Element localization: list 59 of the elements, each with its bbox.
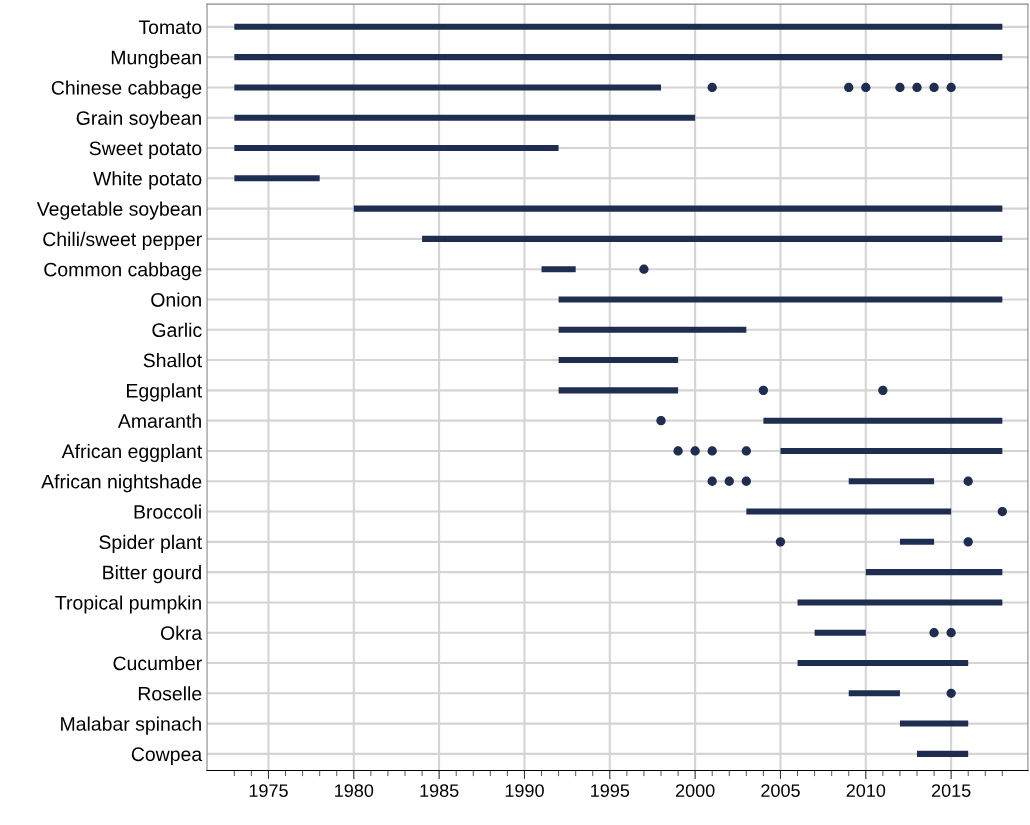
bar <box>234 23 1003 30</box>
x-tick-label: 1985 <box>420 784 459 798</box>
bar <box>234 54 1003 61</box>
y-tick-label: Chinese cabbage <box>51 80 202 99</box>
bar <box>848 690 900 697</box>
x-tick-label: 1995 <box>591 784 630 798</box>
y-tick-label: Amaranth <box>117 413 201 428</box>
bar <box>558 326 747 333</box>
x-tick-label: 1980 <box>335 784 374 798</box>
bar <box>899 538 935 545</box>
bar <box>234 144 559 152</box>
x-tick-label: 1975 <box>249 784 288 798</box>
bar <box>814 629 866 636</box>
x-tick-label: 2000 <box>675 784 715 798</box>
y-tick-label: Garlic <box>152 322 202 338</box>
y-tick-label: African eggplant <box>61 443 203 463</box>
bar <box>899 720 969 727</box>
bar <box>353 205 1003 212</box>
y-tick-label: Spider plant <box>99 534 203 553</box>
y-tick-label: Okra <box>160 625 203 640</box>
y-tick-label: Vegetable soybean <box>36 201 201 220</box>
y-tick-label: African nightshade <box>41 474 202 493</box>
x-tick-label: 2010 <box>846 784 886 798</box>
x-tick-label: 1990 <box>505 784 544 798</box>
bar <box>234 114 696 121</box>
bar <box>848 478 935 485</box>
bar <box>780 447 1003 454</box>
y-tick-label: Tomato <box>138 20 202 35</box>
y-tick-label: Bitter gourd <box>103 565 201 584</box>
bar <box>917 750 969 757</box>
bar <box>558 296 1003 303</box>
y-tick-label: Common cabbage <box>44 262 202 281</box>
bar <box>558 357 679 364</box>
bar <box>865 569 1003 576</box>
bar <box>746 508 952 515</box>
x-tick-label: 2015 <box>931 784 971 798</box>
y-tick-label: Cucumber <box>113 655 202 671</box>
y-tick-label: Shallot <box>143 353 203 368</box>
bar <box>541 266 576 273</box>
y-tick-label: Sweet potato <box>89 141 202 160</box>
y-tick-label: White potato <box>93 171 202 190</box>
y-tick-label: Malabar spinach <box>61 716 201 735</box>
y-tick-label: Tropical pumpkin <box>55 595 201 614</box>
y-tick-label: Eggplant <box>127 383 203 402</box>
bar <box>234 175 320 182</box>
y-tick-label: Grain soybean <box>76 110 201 129</box>
bar <box>763 417 1003 424</box>
y-tick-label: Chili/sweet pepper <box>43 231 202 250</box>
y-tick-label: Roselle <box>138 686 202 701</box>
y-tick-label: Cowpea <box>131 747 203 765</box>
bar <box>422 235 1003 242</box>
bar <box>558 387 679 394</box>
y-tick-label: Mungbean <box>111 50 201 69</box>
y-tick-label: Onion <box>151 292 201 307</box>
bar <box>234 84 662 91</box>
bar <box>797 599 1003 606</box>
bar <box>797 659 969 667</box>
x-tick-label: 2005 <box>761 784 800 798</box>
y-tick-label: Broccoli <box>134 504 201 519</box>
